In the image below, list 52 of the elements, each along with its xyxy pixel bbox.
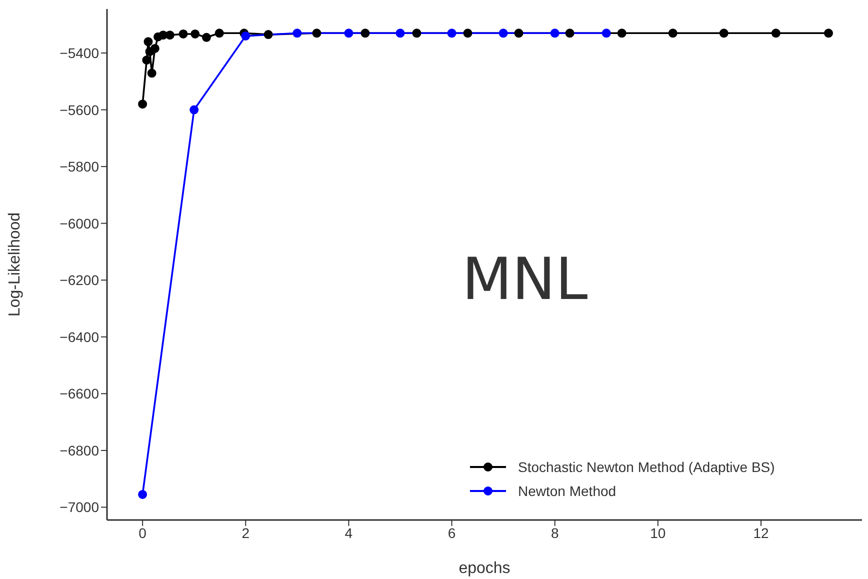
point — [214, 28, 224, 38]
point — [178, 29, 188, 38]
y-axis-title: Log-Likelihood — [6, 212, 24, 317]
point — [202, 32, 211, 42]
point — [463, 28, 472, 38]
annotation: MNL — [462, 245, 588, 313]
y-tick-label: −5800 — [60, 158, 100, 175]
y-tick-label: −6000 — [60, 215, 100, 232]
point — [144, 37, 153, 46]
point — [617, 28, 626, 38]
point — [719, 28, 728, 38]
point — [344, 28, 354, 38]
point — [241, 31, 250, 40]
point — [360, 28, 370, 38]
point — [565, 28, 574, 38]
point — [190, 105, 199, 114]
x-tick-label: 2 — [242, 524, 250, 541]
point — [771, 28, 780, 38]
point — [138, 100, 148, 109]
point — [138, 490, 148, 499]
point — [447, 28, 456, 38]
legend-label: Newton Method — [518, 483, 616, 499]
point — [514, 28, 524, 38]
y-tick-label: −5600 — [60, 102, 100, 118]
y-tick-label: −7000 — [60, 499, 100, 516]
point — [190, 29, 200, 38]
x-tick-label: 10 — [650, 524, 666, 541]
x-tick-label: 0 — [138, 524, 147, 541]
y-tick-label: −6200 — [60, 272, 100, 288]
x-tick-label: 4 — [344, 524, 353, 541]
point — [142, 56, 152, 65]
legend-label: Stochastic Newton Method (Adaptive BS) — [518, 459, 775, 475]
y-tick-label: −6600 — [60, 386, 100, 402]
x-axis-title: epochs — [458, 560, 510, 577]
point — [498, 28, 508, 38]
point — [292, 28, 302, 38]
point — [147, 68, 156, 78]
point — [312, 28, 322, 38]
x-tick-label: 6 — [448, 524, 456, 541]
y-tick-label: −6800 — [60, 442, 100, 458]
point — [550, 28, 560, 38]
point — [412, 28, 422, 38]
y-tick-label: −5400 — [60, 44, 100, 61]
x-tick-label: 8 — [550, 524, 559, 541]
point — [264, 30, 273, 40]
y-tick-label: −6400 — [60, 328, 100, 345]
point — [824, 28, 833, 38]
point — [396, 28, 405, 38]
point — [602, 28, 611, 38]
point — [668, 28, 678, 38]
point — [150, 44, 160, 53]
x-tick-label: 12 — [753, 524, 769, 541]
